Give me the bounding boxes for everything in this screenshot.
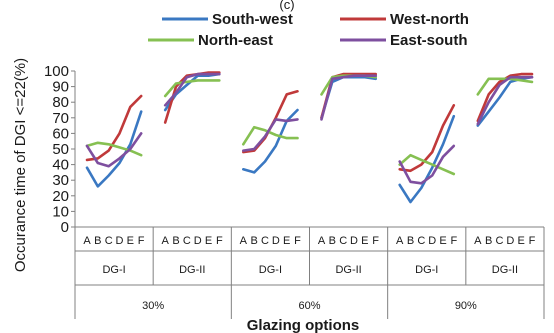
category-label: C <box>183 235 191 247</box>
top-label: (c) <box>279 0 294 12</box>
category-label: F <box>294 235 301 247</box>
y-tick-label: 90 <box>52 79 69 96</box>
legend-label: South-west <box>212 11 293 28</box>
y-tick-label: 50 <box>52 141 69 158</box>
series-line-segment <box>85 110 143 188</box>
series-line-segment <box>398 153 456 176</box>
category-label: A <box>83 235 91 247</box>
category-label: A <box>240 235 248 247</box>
series-line-segment <box>320 74 378 121</box>
category-label: C <box>417 235 425 247</box>
glazing-group-label: DG-I <box>102 264 125 276</box>
series-south-west <box>85 72 534 204</box>
category-label: F <box>450 235 457 247</box>
glazing-group-label: DG-II <box>335 264 361 276</box>
category-label: F <box>138 235 145 247</box>
category-label: E <box>361 235 368 247</box>
legend-item: South-west <box>162 11 293 28</box>
y-tick-label: 0 <box>61 219 69 236</box>
glazing-group-label: DG-I <box>259 264 282 276</box>
category-label: F <box>372 235 379 247</box>
series-line-segment <box>398 104 456 173</box>
x-axis-title: Glazing options <box>247 317 360 333</box>
category-label: C <box>105 235 113 247</box>
glazing-group-label: DG-II <box>179 264 205 276</box>
legend-item: East-south <box>340 32 468 49</box>
legend-label: North-east <box>198 32 273 49</box>
series-line-segment <box>242 118 299 152</box>
y-tick-label: 10 <box>52 203 69 220</box>
category-label: E <box>127 235 134 247</box>
category-label: A <box>318 235 326 247</box>
series-west-north <box>85 71 534 173</box>
window-ratio-label: 60% <box>298 300 320 312</box>
category-label: F <box>216 235 223 247</box>
window-ratio-label: 30% <box>142 300 164 312</box>
category-label: D <box>116 235 124 247</box>
series-line-segment <box>476 75 534 126</box>
category-label: E <box>205 235 212 247</box>
series-line-segment <box>163 79 221 98</box>
series-north-east <box>85 74 534 176</box>
y-tick-label: 20 <box>52 188 69 205</box>
series-line-segment <box>476 75 534 127</box>
category-label: A <box>474 235 482 247</box>
y-tick-label: 80 <box>52 94 69 111</box>
category-label: B <box>485 235 492 247</box>
category-label: D <box>194 235 202 247</box>
category-label: D <box>506 235 514 247</box>
category-label: B <box>329 235 336 247</box>
glazing-group-label: DG-II <box>492 264 518 276</box>
category-label: A <box>161 235 169 247</box>
series-line-segment <box>85 132 143 168</box>
category-label: D <box>272 235 280 247</box>
category-label: E <box>439 235 446 247</box>
series-line-segment <box>85 141 143 157</box>
legend-label: East-south <box>390 32 468 49</box>
category-label: F <box>529 235 536 247</box>
y-tick-label: 70 <box>52 110 69 127</box>
category-label: E <box>517 235 524 247</box>
category-label: B <box>94 235 101 247</box>
y-tick-label: 100 <box>44 63 69 80</box>
y-tick-label: 30 <box>52 172 69 189</box>
legend-item: North-east <box>148 32 273 49</box>
window-ratio-label: 90% <box>455 300 477 312</box>
category-label: B <box>250 235 257 247</box>
category-label: C <box>339 235 347 247</box>
legend: South-west West-north North-east East-south <box>148 11 469 49</box>
y-tick-label: 60 <box>52 125 69 142</box>
glazing-group-label: DG-I <box>415 264 438 276</box>
category-label: A <box>396 235 404 247</box>
category-label: D <box>428 235 436 247</box>
category-label: D <box>350 235 358 247</box>
series-line-segment <box>242 108 299 174</box>
series-line-segment <box>242 125 299 146</box>
legend-item: West-north <box>340 11 469 28</box>
y-axis-title: Occurance time of DGI <=22(%) <box>12 58 29 272</box>
legend-label: West-north <box>390 11 469 28</box>
category-label: C <box>261 235 269 247</box>
category-label: C <box>496 235 504 247</box>
series-line-segment <box>476 77 534 96</box>
category-label: B <box>407 235 414 247</box>
series-line-segment <box>163 72 221 107</box>
y-tick-label: 40 <box>52 157 69 174</box>
series-line-segment <box>85 94 143 162</box>
series-line-segment <box>398 144 456 185</box>
series-east-south <box>85 72 534 185</box>
category-label: E <box>283 235 290 247</box>
category-label: B <box>172 235 179 247</box>
